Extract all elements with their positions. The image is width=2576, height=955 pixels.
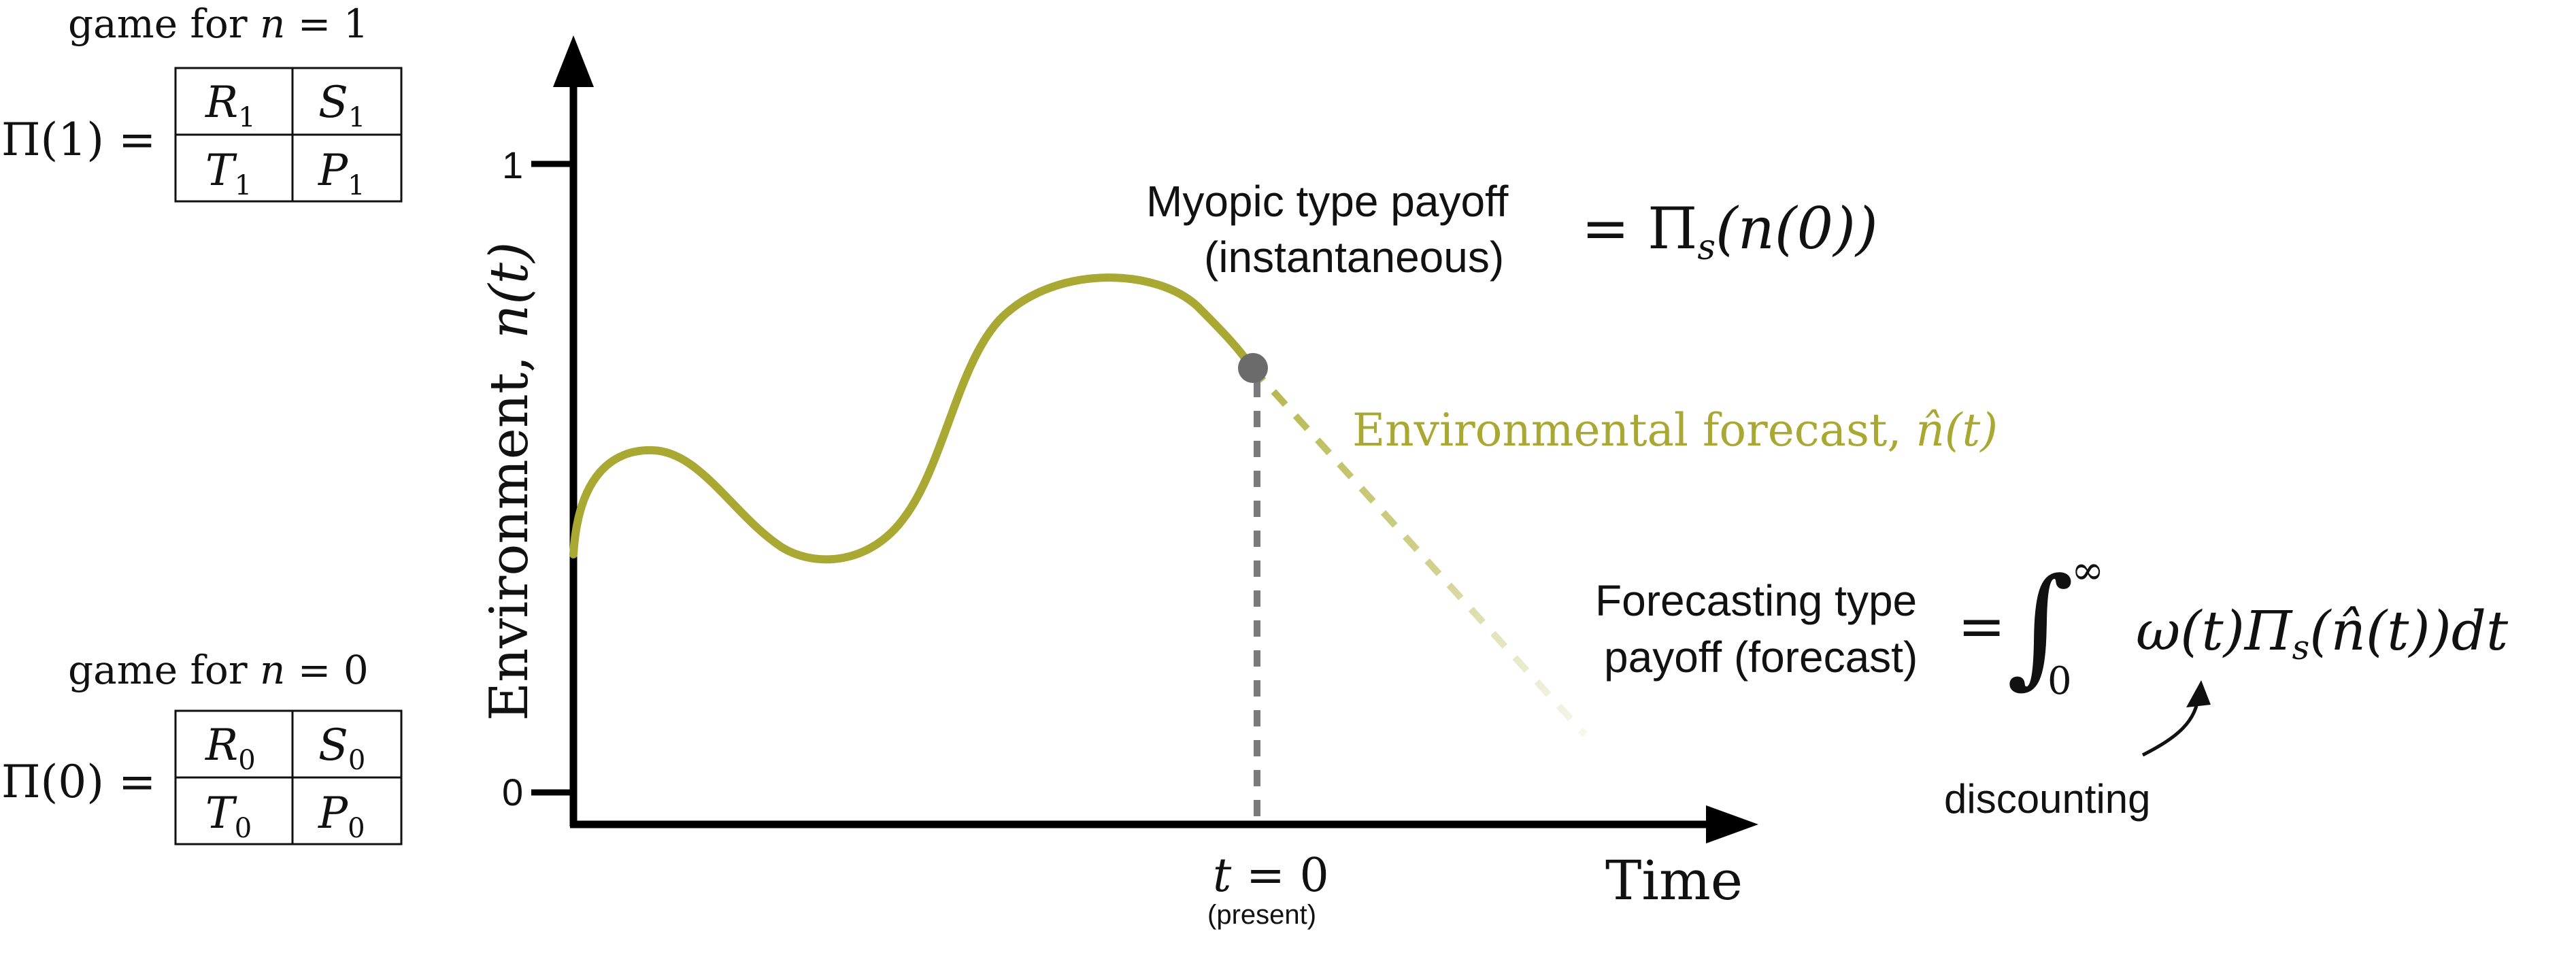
game-n1-cell-S: S1 [318, 78, 365, 133]
myopic-formula: = Πs(n(0)) [1582, 195, 1878, 268]
game-n0-cell-P: P0 [318, 788, 365, 844]
integral-sign: ∫ [2007, 550, 2074, 701]
game-n1-cell-T: T1 [205, 146, 252, 201]
y-tick-0-label: 0 [502, 771, 523, 814]
myopic-label-line1: Myopic type payoff [1146, 177, 1509, 226]
present-label: t = 0 [1213, 849, 1329, 903]
forecasting-label-line2: payoff (forecast) [1604, 633, 1918, 682]
forecast-label-group: Environmental forecast, n̂(t) [1352, 404, 1998, 456]
axes: 1 0 Environment, n(t) Time t = 0 (presen… [479, 35, 1758, 930]
environment-curve [569, 273, 1256, 564]
discount-label: discounting [1944, 776, 2151, 822]
integrand: ω(t)Πs(n̂(t))dt [2136, 599, 2509, 667]
x-axis-label: Time [1605, 849, 1743, 912]
game-n0-pi-label: Π(0) = [1, 756, 156, 808]
game-n0: game for n = 0 Π(0) = R0 S0 T0 P0 [1, 647, 403, 845]
forecasting-eq: = [1958, 593, 2005, 660]
x-axis-arrowhead [1706, 805, 1758, 843]
game-n1: game for n = 1 Π(1) = R1 S1 T1 P1 [1, 1, 403, 203]
discount-arrow-head [2186, 680, 2211, 707]
game-n0-cell-S: S0 [318, 720, 365, 776]
game-n1-caption: game for n = 1 [68, 1, 369, 47]
forecast-curve [1249, 365, 1588, 737]
forecasting-label-line1: Forecasting type [1595, 576, 1917, 625]
y-axis-label: Environment, n(t) [479, 242, 540, 721]
game-n0-caption: game for n = 0 [68, 647, 369, 693]
game-n0-cell-R: R0 [205, 720, 256, 776]
y-tick-1-label: 1 [502, 144, 523, 186]
myopic-label-line2: (instantaneous) [1204, 233, 1504, 282]
forecasting-annotation: Forecasting type payoff (forecast) = ∫ ∞… [1595, 547, 2509, 822]
forecast-label: Environmental forecast, n̂(t) [1352, 404, 1998, 456]
integral-upper: ∞ [2071, 547, 2104, 593]
game-n1-cell-R: R1 [205, 78, 256, 133]
game-n0-cell-T: T0 [205, 788, 252, 844]
environment-plot [569, 273, 1588, 824]
game-n1-pi-label: Π(1) = [1, 114, 156, 166]
myopic-annotation: Myopic type payoff (instantaneous) = Πs(… [1146, 177, 1878, 282]
y-axis-arrowhead [553, 35, 594, 87]
game-n1-cell-P: P1 [318, 146, 365, 201]
present-point [1238, 353, 1268, 383]
integral-lower: 0 [2047, 659, 2072, 703]
present-sublabel: (present) [1207, 900, 1316, 930]
